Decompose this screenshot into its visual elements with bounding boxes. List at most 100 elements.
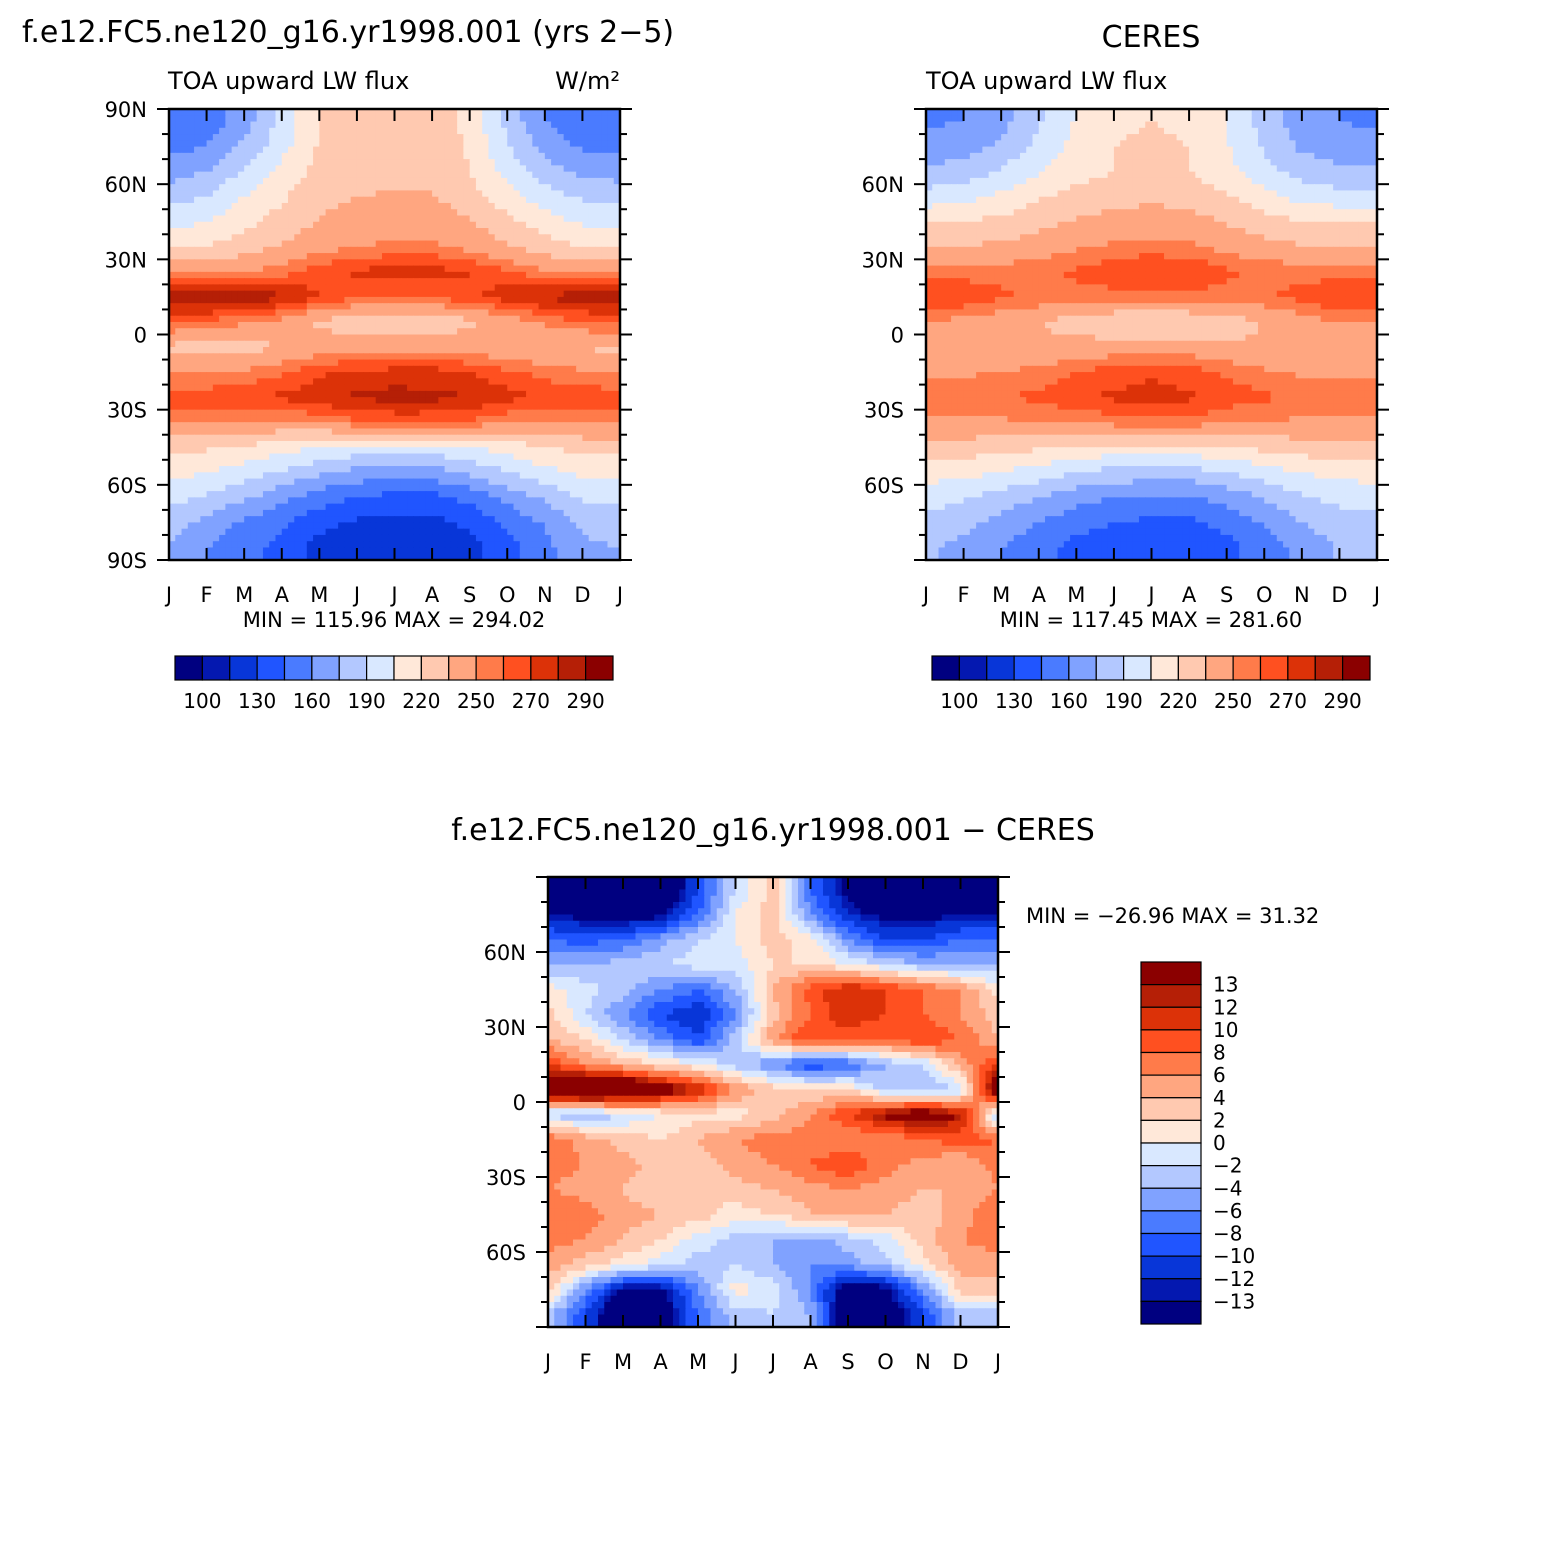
field-cell: [500, 503, 508, 511]
field-cell: [450, 403, 458, 411]
field-cell: [200, 503, 208, 511]
field-cell: [400, 516, 408, 524]
field-cell: [588, 259, 596, 267]
field-cell: [532, 177, 540, 185]
field-cell: [275, 234, 283, 242]
field-cell: [338, 190, 345, 198]
field-cell: [488, 121, 496, 129]
field-cell: [613, 509, 620, 517]
field-cell: [388, 328, 396, 336]
field-cell: [469, 209, 477, 217]
field-cell: [344, 459, 352, 467]
field-cell: [457, 403, 464, 411]
field-cell: [225, 253, 233, 260]
field-cell: [338, 209, 345, 217]
field-cell: [607, 209, 615, 217]
field-cell: [388, 415, 396, 423]
field-cell: [256, 453, 264, 461]
field-cell: [444, 397, 452, 404]
field-cell: [219, 347, 226, 354]
field-cell: [325, 459, 333, 467]
field-cell: [569, 409, 577, 417]
field-cell: [419, 321, 427, 329]
field-cell: [187, 516, 195, 524]
field-cell: [300, 415, 308, 423]
field-cell: [444, 246, 452, 254]
field-cell: [607, 497, 615, 505]
field-cell: [281, 303, 289, 311]
field-cell: [475, 340, 483, 348]
field-cell: [557, 359, 565, 367]
field-cell: [457, 196, 464, 204]
field-cell: [569, 459, 577, 467]
field-cell: [331, 321, 339, 329]
field-cell: [369, 459, 377, 467]
field-cell: [425, 209, 433, 217]
field-cell: [538, 472, 546, 480]
field-cell: [513, 296, 521, 304]
field-cell: [532, 152, 540, 160]
field-cell: [331, 109, 339, 116]
field-cell: [375, 140, 383, 148]
field-cell: [457, 152, 464, 160]
field-cell: [294, 240, 302, 248]
field-cell: [494, 472, 502, 480]
field-cell: [344, 171, 352, 179]
field-cell: [457, 491, 464, 498]
field-cell: [569, 447, 577, 455]
field-cell: [231, 415, 239, 423]
field-cell: [494, 440, 502, 448]
field-cell: [212, 328, 220, 336]
field-cell: [569, 403, 577, 411]
field-cell: [425, 234, 433, 242]
field-cell: [175, 278, 183, 285]
field-cell: [369, 428, 377, 436]
field-cell: [432, 221, 439, 229]
field-cell: [262, 503, 270, 511]
field-cell: [363, 315, 371, 323]
field-cell: [237, 415, 245, 423]
field-cell: [551, 240, 558, 248]
field-cell: [482, 109, 490, 116]
field-cell: [306, 278, 314, 285]
field-cell: [331, 440, 339, 448]
field-cell: [613, 271, 620, 279]
field-cell: [588, 134, 596, 141]
field-cell: [588, 196, 596, 204]
field-cell: [394, 340, 402, 348]
field-cell: [601, 284, 609, 292]
field-cell: [244, 202, 252, 210]
field-cell: [237, 528, 245, 536]
field-cell: [432, 234, 439, 242]
field-cell: [425, 434, 433, 442]
field-cell: [281, 428, 289, 436]
field-cell: [281, 246, 289, 254]
field-cell: [275, 215, 283, 223]
field-cell: [231, 259, 239, 267]
field-cell: [407, 503, 414, 511]
field-cell: [206, 115, 214, 123]
field-cell: [482, 246, 490, 254]
field-cell: [526, 390, 533, 398]
field-cell: [256, 415, 264, 423]
field-cell: [388, 140, 396, 148]
field-cell: [475, 115, 483, 123]
field-cell: [281, 146, 289, 154]
field-cell: [350, 415, 358, 423]
field-cell: [212, 453, 220, 461]
field-cell: [463, 484, 471, 492]
field-cell: [407, 447, 414, 455]
field-cell: [544, 165, 552, 173]
field-cell: [500, 215, 508, 223]
field-cell: [475, 221, 483, 229]
field-cell: [250, 134, 258, 141]
field-cell: [206, 221, 214, 229]
field-cell: [601, 478, 609, 486]
field-cell: [363, 165, 371, 173]
field-cell: [338, 516, 345, 524]
field-cell: [369, 271, 377, 279]
field-cell: [457, 184, 464, 192]
field-cell: [544, 459, 552, 467]
field-cell: [419, 127, 427, 135]
field-cell: [231, 221, 239, 229]
